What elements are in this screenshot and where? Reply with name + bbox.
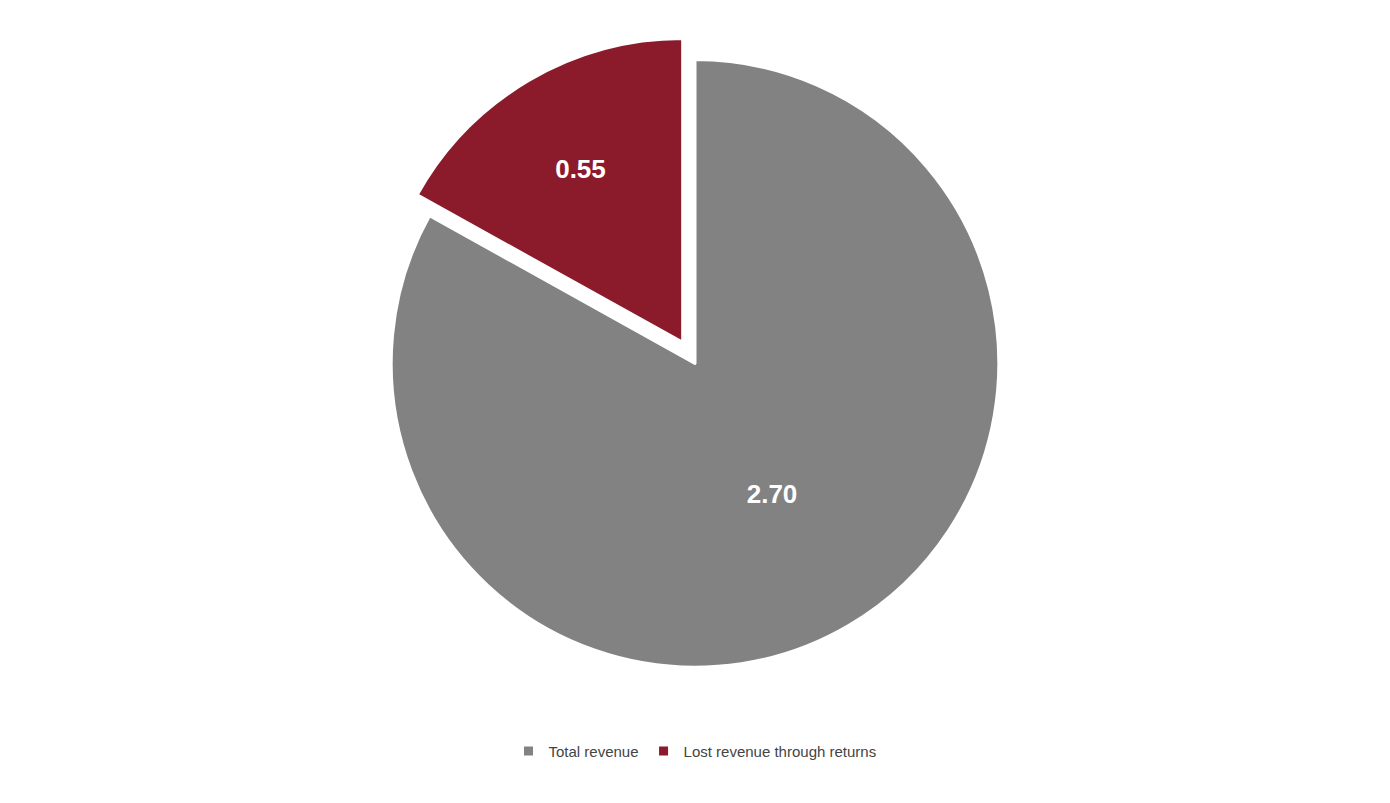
svg-text:2.70: 2.70 (747, 479, 798, 509)
svg-text:Total revenue: Total revenue (549, 743, 639, 760)
svg-text:0.55: 0.55 (555, 154, 606, 184)
svg-text:Lost revenue through returns: Lost revenue through returns (684, 743, 877, 760)
